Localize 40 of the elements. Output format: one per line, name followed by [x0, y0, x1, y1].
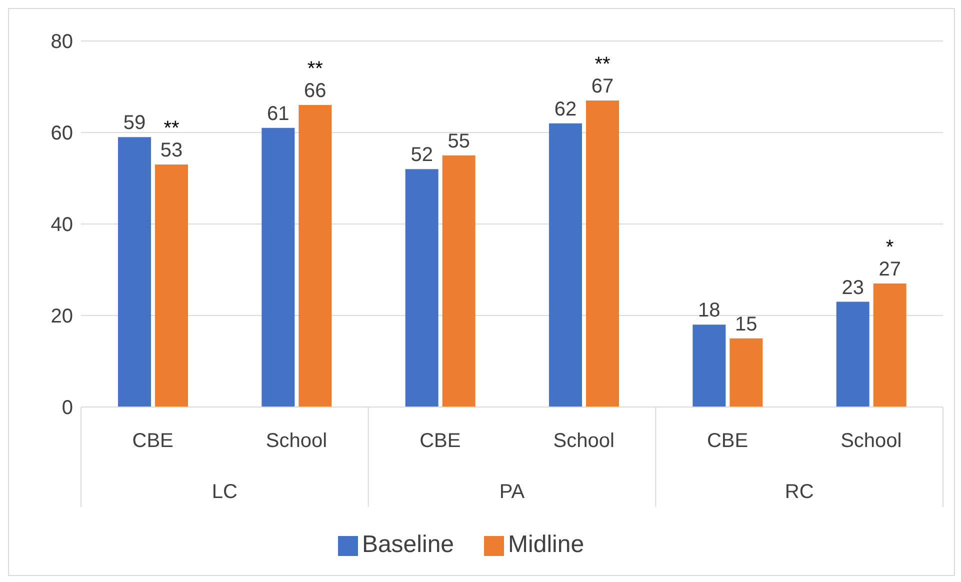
y-tick-label: 40 — [50, 214, 73, 236]
text: PA — [499, 481, 526, 503]
data-label: 59 — [123, 112, 146, 134]
x-tick-label: School — [840, 430, 902, 452]
x-tick-label: CBE — [706, 430, 748, 452]
data-label: 61 — [267, 102, 290, 125]
x-tick-label: CBE — [132, 430, 174, 452]
y-tick-label: 60 — [50, 122, 73, 145]
data-label: 18 — [698, 300, 720, 322]
data-label: 52 — [410, 144, 433, 166]
legend-label: Midline — [508, 531, 584, 558]
x-tick-label: School — [553, 430, 614, 452]
data-label: 62 — [554, 98, 577, 120]
bar — [549, 123, 582, 407]
text: LC — [212, 481, 238, 503]
data-label: ** 53 — [160, 118, 183, 162]
x-tick-label: School — [266, 430, 328, 452]
bar — [405, 169, 438, 407]
y-tick-label: 0 — [62, 397, 73, 420]
data-label: * 27 — [878, 236, 901, 280]
bar — [730, 338, 763, 407]
data-label: ** 66 — [304, 58, 326, 102]
bar — [586, 100, 619, 407]
bar — [155, 164, 188, 407]
data-label: 55 — [448, 130, 470, 152]
text: RC — [784, 481, 814, 503]
bar — [118, 137, 151, 407]
y-tick-label: 20 — [50, 306, 73, 328]
x-tick-label: CBE — [420, 430, 461, 452]
bar — [262, 128, 295, 407]
y-tick-label: 80 — [50, 31, 73, 54]
bar — [836, 302, 870, 407]
data-label: ** 67 — [591, 53, 614, 98]
bar — [298, 105, 332, 407]
bar — [692, 324, 726, 407]
bar — [442, 155, 476, 407]
data-label: 23 — [842, 276, 864, 299]
data-label: 15 — [735, 313, 758, 336]
legend-label: Baseline — [362, 531, 454, 558]
bar — [873, 283, 906, 407]
